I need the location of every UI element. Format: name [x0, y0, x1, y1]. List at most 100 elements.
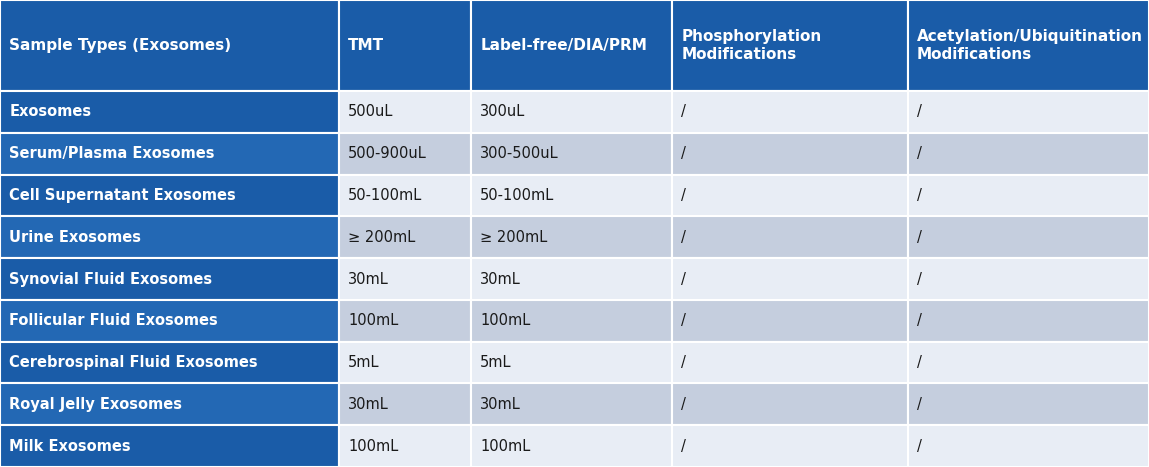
Bar [672, 342, 908, 383]
Text: /: / [681, 146, 686, 161]
Bar [0, 133, 339, 175]
Text: 30mL: 30mL [480, 397, 520, 412]
Text: TMT: TMT [348, 38, 384, 53]
Text: Royal Jelly Exosomes: Royal Jelly Exosomes [9, 397, 183, 412]
Text: Sample Types (Exosomes): Sample Types (Exosomes) [9, 38, 231, 53]
Text: Phosphorylation
Modifications: Phosphorylation Modifications [681, 29, 822, 62]
Bar [672, 383, 908, 425]
Text: /: / [681, 188, 686, 203]
Text: Cell Supernatant Exosomes: Cell Supernatant Exosomes [9, 188, 236, 203]
Text: 50-100mL: 50-100mL [480, 188, 555, 203]
Text: 500uL: 500uL [348, 105, 393, 120]
Text: 30mL: 30mL [348, 397, 388, 412]
Bar [471, 300, 672, 342]
Text: Label-free/DIA/PRM: Label-free/DIA/PRM [480, 38, 647, 53]
Bar [339, 133, 471, 175]
Bar [471, 133, 672, 175]
Bar [0, 175, 339, 216]
Text: Synovial Fluid Exosomes: Synovial Fluid Exosomes [9, 271, 213, 287]
Bar [908, 91, 1149, 133]
Bar [339, 0, 471, 91]
Text: /: / [917, 313, 921, 328]
Bar [471, 0, 672, 91]
Text: Follicular Fluid Exosomes: Follicular Fluid Exosomes [9, 313, 218, 328]
Text: 500-900uL: 500-900uL [348, 146, 427, 161]
Text: /: / [681, 355, 686, 370]
Bar [0, 216, 339, 258]
Bar [471, 216, 672, 258]
Bar [672, 0, 908, 91]
Text: /: / [681, 313, 686, 328]
Bar [672, 133, 908, 175]
Text: 300uL: 300uL [480, 105, 525, 120]
Bar [672, 300, 908, 342]
Text: 100mL: 100mL [480, 439, 531, 453]
Bar [908, 425, 1149, 467]
Bar [471, 258, 672, 300]
Bar [672, 175, 908, 216]
Bar [0, 0, 339, 91]
Bar [339, 216, 471, 258]
Text: /: / [917, 188, 921, 203]
Bar [672, 216, 908, 258]
Text: /: / [917, 397, 921, 412]
Text: 5mL: 5mL [480, 355, 511, 370]
Bar [908, 216, 1149, 258]
Text: /: / [681, 271, 686, 287]
Bar [0, 342, 339, 383]
Text: 100mL: 100mL [348, 313, 399, 328]
Bar [471, 383, 672, 425]
Bar [339, 342, 471, 383]
Text: 30mL: 30mL [480, 271, 520, 287]
Text: ≥ 200mL: ≥ 200mL [480, 230, 548, 245]
Bar [471, 425, 672, 467]
Bar [908, 342, 1149, 383]
Bar [339, 258, 471, 300]
Bar [471, 175, 672, 216]
Bar [339, 383, 471, 425]
Text: /: / [917, 439, 921, 453]
Bar [0, 300, 339, 342]
Bar [908, 258, 1149, 300]
Bar [471, 91, 672, 133]
Text: 30mL: 30mL [348, 271, 388, 287]
Bar [339, 91, 471, 133]
Text: /: / [917, 271, 921, 287]
Text: /: / [681, 439, 686, 453]
Bar [908, 383, 1149, 425]
Text: 100mL: 100mL [480, 313, 531, 328]
Text: Serum/Plasma Exosomes: Serum/Plasma Exosomes [9, 146, 215, 161]
Text: /: / [917, 230, 921, 245]
Text: /: / [917, 105, 921, 120]
Text: ≥ 200mL: ≥ 200mL [348, 230, 416, 245]
Bar [908, 0, 1149, 91]
Text: /: / [681, 105, 686, 120]
Bar [0, 258, 339, 300]
Text: /: / [681, 397, 686, 412]
Text: 50-100mL: 50-100mL [348, 188, 423, 203]
Bar [0, 383, 339, 425]
Bar [672, 91, 908, 133]
Text: Milk Exosomes: Milk Exosomes [9, 439, 131, 453]
Text: Cerebrospinal Fluid Exosomes: Cerebrospinal Fluid Exosomes [9, 355, 257, 370]
Text: 5mL: 5mL [348, 355, 379, 370]
Text: Acetylation/Ubiquitination
Modifications: Acetylation/Ubiquitination Modifications [917, 29, 1143, 62]
Bar [908, 175, 1149, 216]
Bar [672, 258, 908, 300]
Bar [0, 425, 339, 467]
Bar [471, 342, 672, 383]
Bar [339, 425, 471, 467]
Bar [908, 300, 1149, 342]
Text: Urine Exosomes: Urine Exosomes [9, 230, 141, 245]
Bar [672, 425, 908, 467]
Bar [339, 175, 471, 216]
Text: /: / [681, 230, 686, 245]
Text: 100mL: 100mL [348, 439, 399, 453]
Bar [908, 133, 1149, 175]
Bar [339, 300, 471, 342]
Text: 300-500uL: 300-500uL [480, 146, 558, 161]
Text: /: / [917, 355, 921, 370]
Text: /: / [917, 146, 921, 161]
Text: Exosomes: Exosomes [9, 105, 91, 120]
Bar [0, 91, 339, 133]
